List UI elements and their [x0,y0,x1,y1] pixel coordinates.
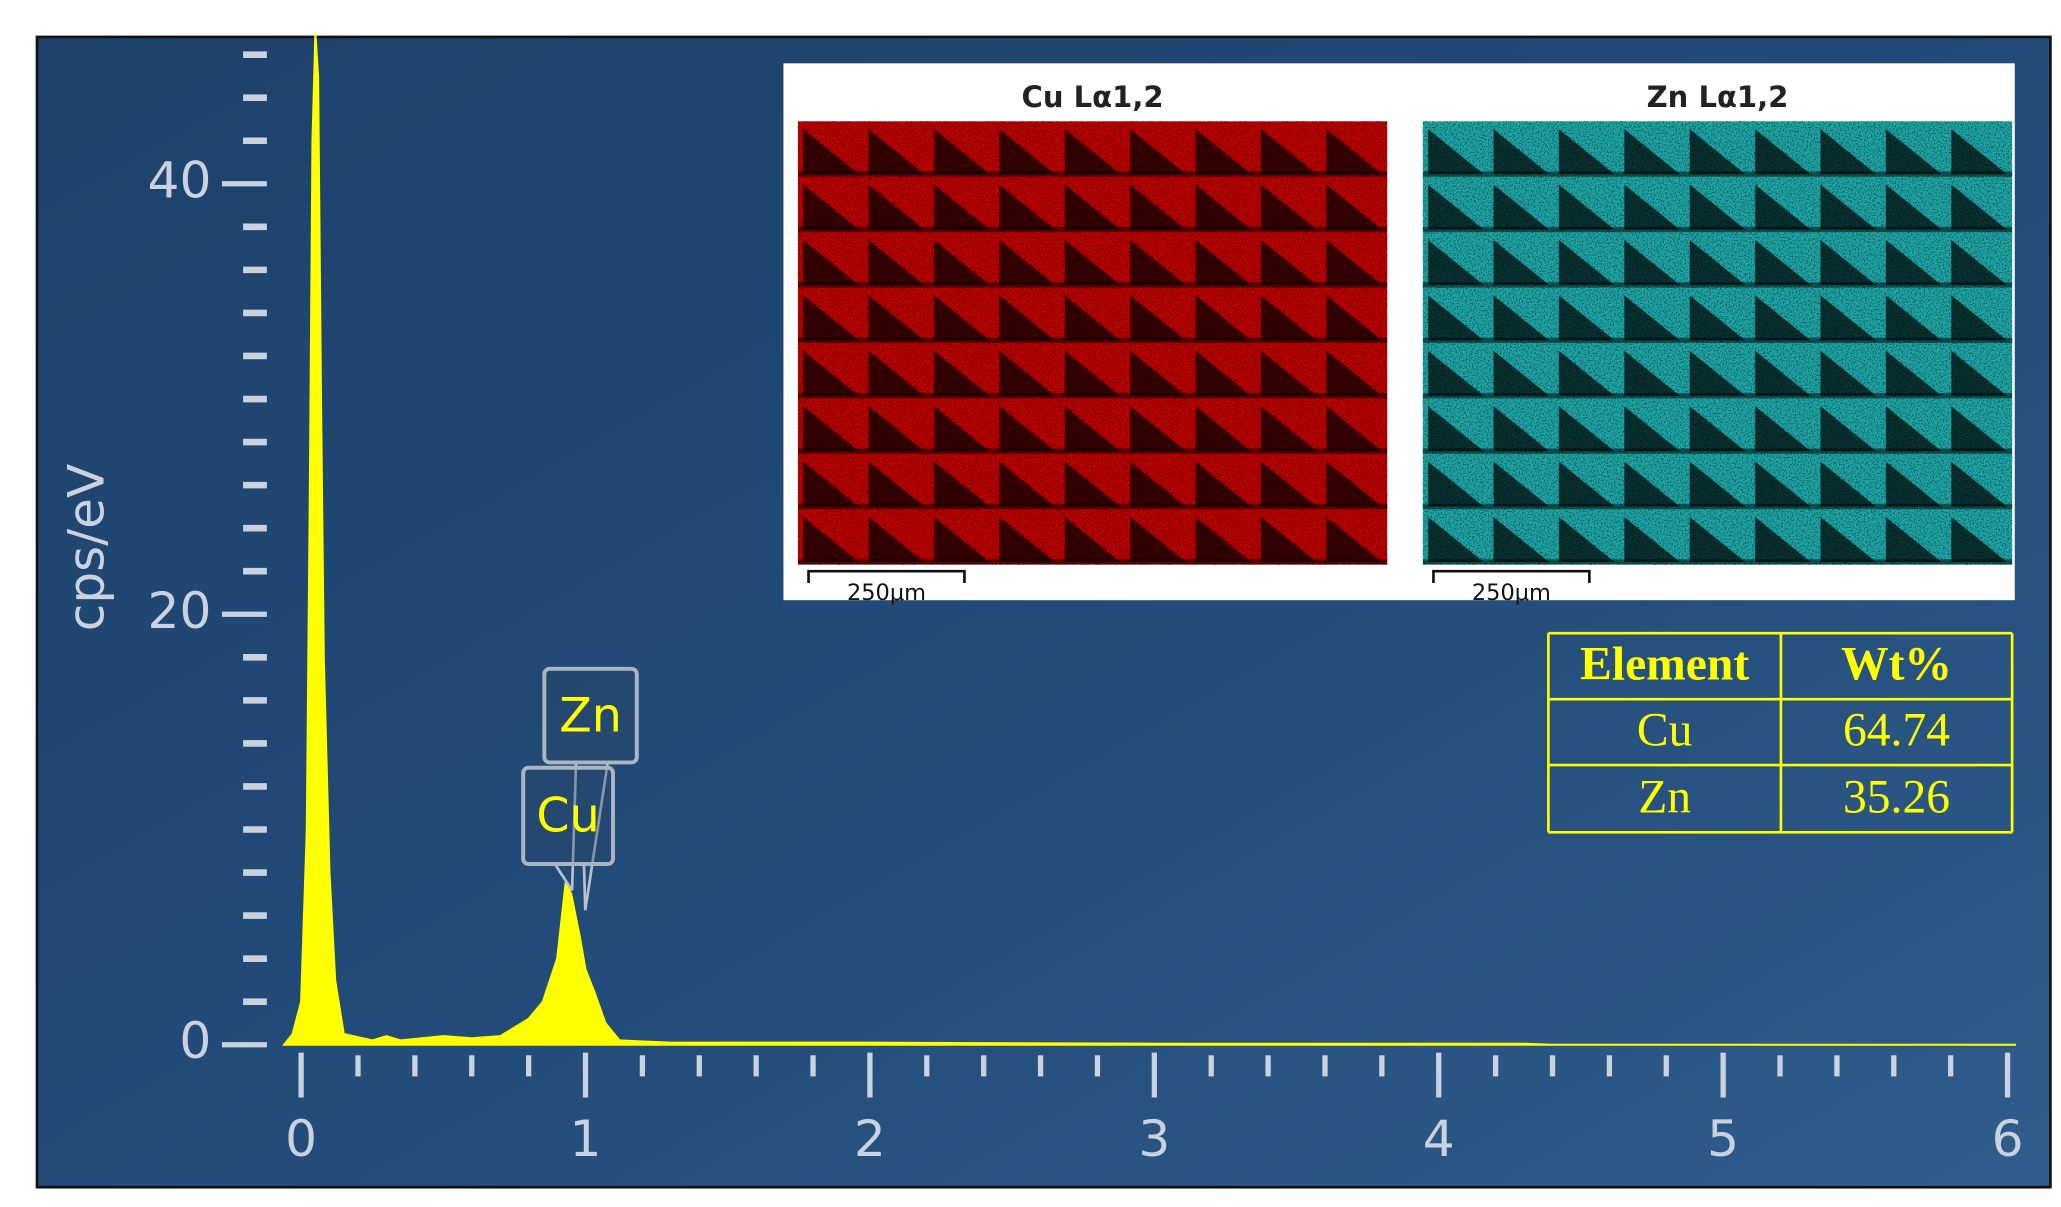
annotation-leader [553,863,574,892]
y-axis-label: cps/eV [56,464,115,631]
table-cell: Cu [1637,705,1692,757]
x-tick-label: 4 [1423,1109,1455,1168]
spectrum [281,33,2017,1046]
annotation-leader [570,762,578,891]
x-tick-label: 0 [285,1109,317,1168]
annotation-label: Cu [536,789,599,844]
inset: Cu Lα1,2 250μm Zn Lα1,2 250μm [783,63,2015,606]
scale-bar [1432,569,1591,584]
annotation-leader [582,863,587,911]
scale-bar-label: 250μm [847,580,926,606]
y-tick-label: 40 [148,150,212,209]
composition-table: Element Wt% Cu 64.74 Zn 35.26 [1547,631,2014,834]
x-tick-label: 3 [1138,1109,1170,1168]
annotation-leader [583,762,610,911]
map-noise [1422,121,2013,565]
table-header: Element [1580,639,1749,691]
table-cell: 35.26 [1843,771,1950,823]
annotation-label: Zn [559,688,622,743]
map-title: Cu Lα1,2 [1022,80,1164,114]
scale-bar-label: 250μm [1472,580,1551,606]
y-tick-label: 0 [179,1011,211,1070]
table-cell: Zn [1638,771,1691,823]
x-tick-label: 5 [1707,1109,1739,1168]
annotation-box [542,666,639,765]
table-cell: 64.74 [1843,705,1950,757]
annotation-box [521,765,615,867]
x-tick-label: 1 [570,1109,602,1168]
y-tick-label: 20 [148,581,212,640]
map-title: Zn Lα1,2 [1647,80,1789,114]
x-tick-label: 6 [1992,1109,2024,1168]
table-header: Wt% [1841,639,1952,691]
x-tick-label: 2 [854,1109,886,1168]
scale-bar [807,569,966,584]
map-noise [797,121,1388,565]
